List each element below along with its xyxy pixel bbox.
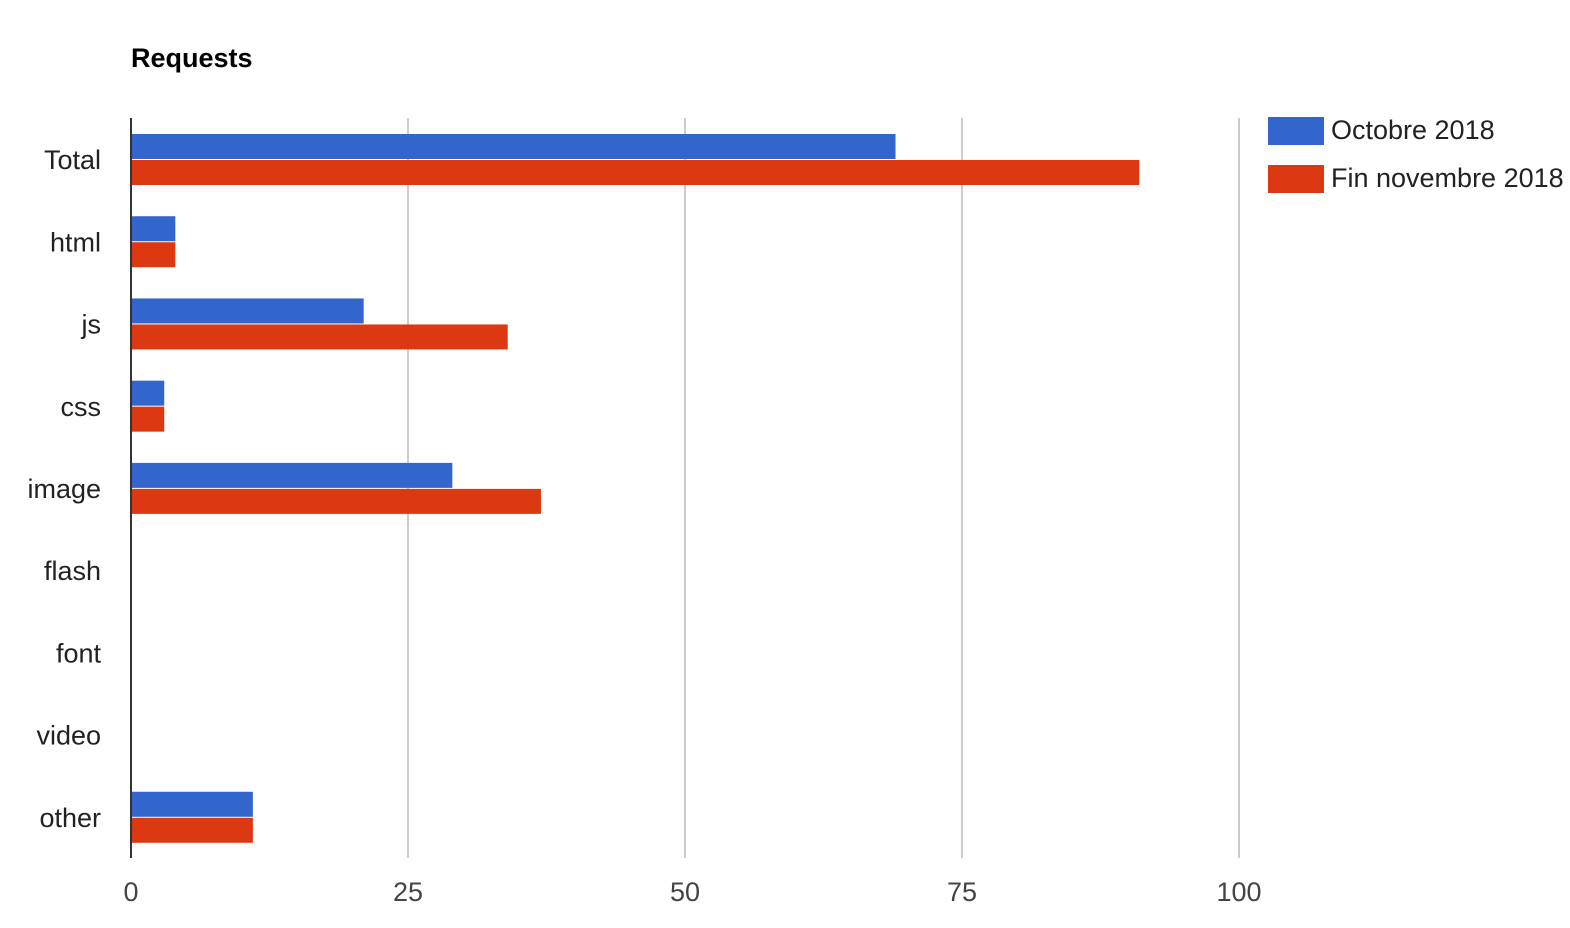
- legend-label-2: Fin novembre 2018: [1331, 163, 1564, 193]
- bar-js-series-1[interactable]: [131, 298, 364, 324]
- bar-js-series-2[interactable]: [131, 324, 508, 350]
- legend-swatch-2: [1268, 165, 1324, 193]
- x-tick-label-100: 100: [1216, 877, 1261, 907]
- bar-html-series-2[interactable]: [131, 242, 176, 268]
- category-label-video: video: [36, 721, 101, 751]
- bars: [131, 134, 1140, 843]
- bar-other-series-1[interactable]: [131, 791, 253, 817]
- x-tick-label-25: 25: [393, 877, 423, 907]
- x-tick-label-75: 75: [947, 877, 977, 907]
- bar-total-series-2[interactable]: [131, 160, 1140, 185]
- legend-item-2[interactable]: Fin novembre 2018: [1268, 163, 1564, 193]
- category-label-js: js: [81, 310, 102, 340]
- category-label-image: image: [27, 474, 101, 504]
- x-tick-label-50: 50: [670, 877, 700, 907]
- bar-image-series-2[interactable]: [131, 488, 541, 514]
- bar-html-series-1[interactable]: [131, 216, 176, 242]
- category-labels: Total html js css image flash font video other: [27, 145, 101, 833]
- legend[interactable]: Octobre 2018 Fin novembre 2018: [1268, 115, 1564, 193]
- bar-css-series-2[interactable]: [131, 406, 165, 432]
- chart-title: Requests: [131, 43, 253, 73]
- category-label-html: html: [50, 227, 101, 257]
- legend-label-1: Octobre 2018: [1331, 115, 1495, 145]
- x-tick-labels: 0 25 50 75 100: [123, 877, 1261, 907]
- legend-item-1[interactable]: Octobre 2018: [1268, 115, 1495, 145]
- category-label-total: Total: [44, 145, 101, 175]
- category-label-other: other: [39, 803, 101, 833]
- gridlines: [407, 118, 1240, 858]
- bar-css-series-1[interactable]: [131, 380, 165, 406]
- category-label-font: font: [56, 638, 102, 668]
- bar-image-series-1[interactable]: [131, 462, 453, 488]
- category-label-css: css: [61, 392, 102, 422]
- bar-total-series-1[interactable]: [131, 134, 896, 159]
- x-tick-label-0: 0: [123, 877, 138, 907]
- category-label-flash: flash: [44, 556, 101, 586]
- bar-other-series-2[interactable]: [131, 817, 253, 843]
- legend-swatch-1: [1268, 117, 1324, 145]
